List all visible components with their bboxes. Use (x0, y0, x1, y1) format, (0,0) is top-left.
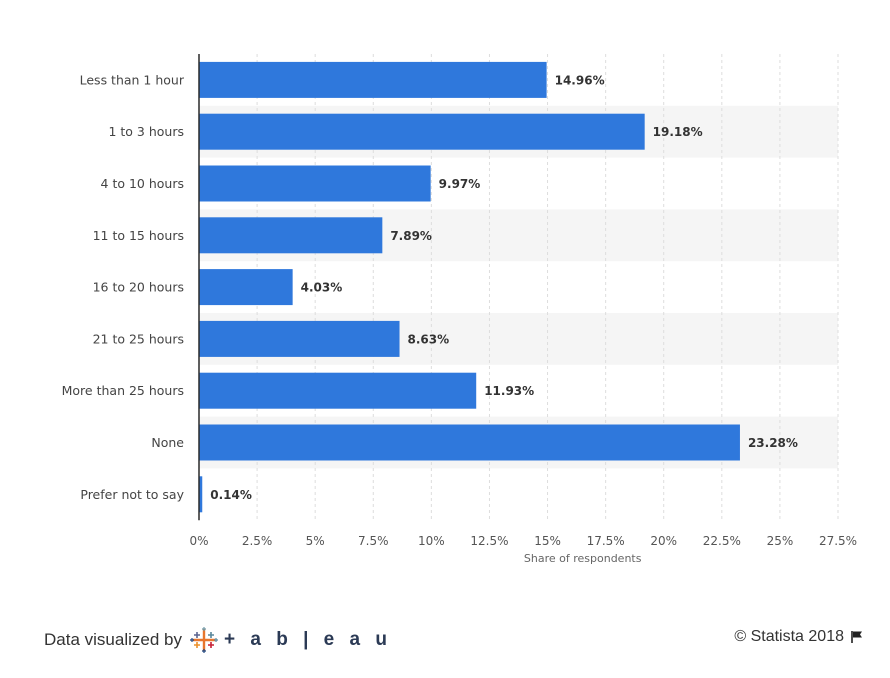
category-label: More than 25 hours (62, 383, 184, 398)
copyright-text: © Statista 2018 (734, 628, 844, 645)
bar[interactable] (199, 476, 203, 513)
bar[interactable] (199, 165, 431, 202)
x-tick-label: 10% (418, 534, 445, 548)
data-label: 19.18% (653, 125, 703, 139)
data-label: 23.28% (748, 436, 798, 450)
tableau-credit[interactable]: Data visualized by + a b | e a u (44, 626, 392, 654)
bar[interactable] (199, 113, 645, 150)
bar[interactable] (199, 372, 477, 409)
category-label: 4 to 10 hours (101, 176, 184, 191)
x-tick-label: 22.5% (703, 534, 741, 548)
tableau-wordmark: + a b | e a u (223, 629, 392, 650)
tableau-plus-icon (189, 627, 218, 653)
bar-chart: Less than 1 hour 1 to 3 hours 4 to 10 hour… (62, 54, 857, 565)
data-label: 14.96% (555, 73, 605, 87)
bar[interactable] (199, 217, 383, 254)
row-stripes (199, 105, 838, 469)
data-label: 9.97% (439, 177, 481, 191)
bar[interactable] (199, 61, 547, 98)
bar[interactable] (199, 269, 293, 306)
data-label: 7.89% (390, 229, 432, 243)
statista-credit[interactable]: © Statista 2018 (734, 628, 864, 646)
bars (199, 61, 740, 513)
category-label: Less than 1 hour (80, 72, 185, 87)
x-tick-label: 25% (767, 534, 794, 548)
x-tick-label: 17.5% (587, 534, 625, 548)
category-label: Prefer not to say (80, 487, 184, 502)
x-tick-label: 7.5% (358, 534, 389, 548)
category-label: 1 to 3 hours (108, 124, 184, 139)
data-labels: 14.96% 19.18% 9.97% 7.89% 4.03% 8.63% 11.93% 23… (210, 73, 798, 501)
data-label: 8.63% (408, 332, 450, 346)
category-label: 21 to 25 hours (93, 331, 184, 346)
x-tick-label: 5% (306, 534, 325, 548)
x-axis-title: Share of respondents (524, 552, 642, 565)
x-tick-label: 20% (650, 534, 677, 548)
data-label: 4.03% (301, 281, 343, 295)
flag-icon (851, 631, 862, 643)
category-label: 16 to 20 hours (93, 280, 184, 295)
x-tick-label: 2.5% (242, 534, 273, 548)
category-label: None (151, 435, 184, 450)
data-label: 11.93% (484, 384, 534, 398)
x-tick-label: 15% (534, 534, 561, 548)
bar[interactable] (199, 320, 400, 357)
x-tick-label: 0% (189, 534, 208, 548)
x-tick-label: 27.5% (819, 534, 857, 548)
category-labels: Less than 1 hour 1 to 3 hours 4 to 10 hour… (62, 72, 185, 501)
x-tick-labels: 0% 2.5% 5% 7.5% 10% 12.5% 15% 17.5% 20% 22.5% 25% 2… (189, 534, 857, 548)
data-label: 0.14% (210, 488, 252, 502)
visualized-by-text: Data visualized by (44, 630, 182, 649)
x-tick-label: 12.5% (470, 534, 508, 548)
bar[interactable] (199, 424, 740, 461)
category-label: 11 to 15 hours (93, 228, 184, 243)
